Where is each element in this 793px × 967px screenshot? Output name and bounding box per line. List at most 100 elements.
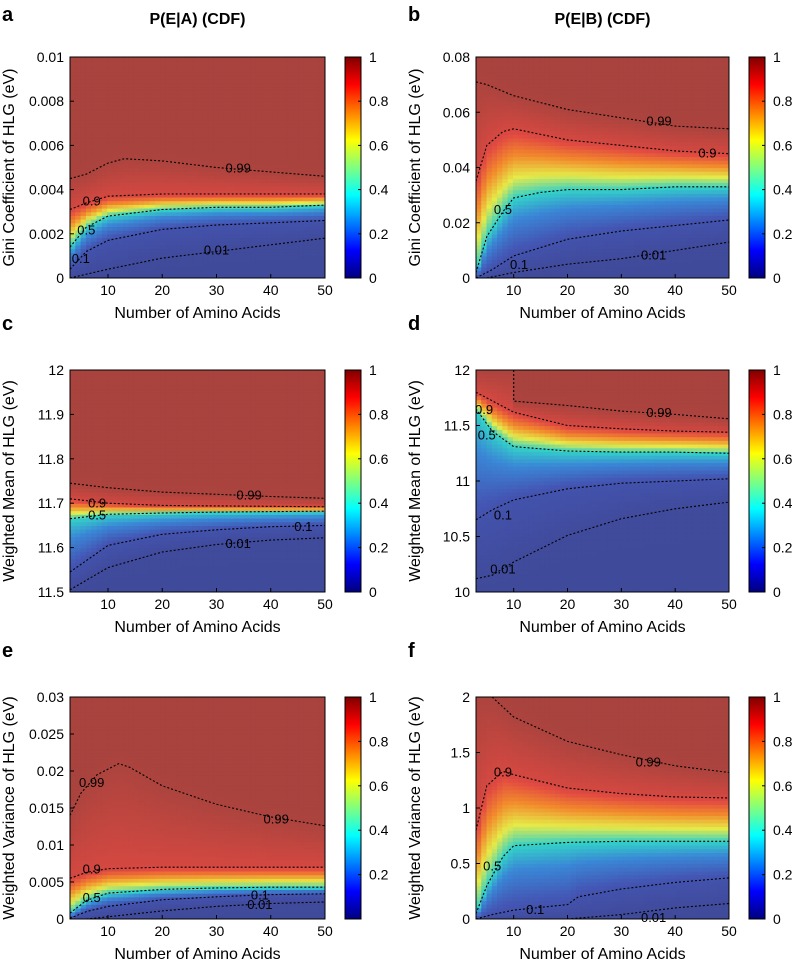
contour-label-0.9: 0.9: [83, 862, 101, 877]
colorbar-tick-label: 0.4: [369, 822, 389, 838]
contour-line-0.9: [476, 128, 729, 182]
colorbar-tick-label: 1: [773, 362, 781, 378]
colorbar-tick-label: 0.2: [369, 540, 389, 556]
y-tick-label: 0.06: [443, 104, 470, 120]
contour-label-0.99: 0.99: [636, 754, 661, 769]
x-tick-label: 50: [317, 282, 333, 298]
x-axis-label: Number of Amino Acids: [519, 946, 685, 963]
contour-line-0.99: [491, 697, 729, 774]
x-axis-label: Number of Amino Acids: [519, 305, 685, 322]
heatmap-field: [70, 370, 325, 592]
contour-label-0.1: 0.1: [251, 888, 269, 903]
colorbar-tick-label: 0.2: [369, 867, 389, 883]
contour-label-0.01: 0.01: [641, 248, 666, 263]
contour-label-0.01: 0.01: [490, 562, 515, 577]
contour-label-0.99: 0.99: [236, 487, 261, 502]
contour-line-0.1: [70, 893, 325, 919]
contour-line-0.9: [70, 193, 325, 211]
y-tick-label: 0: [56, 911, 64, 927]
x-tick-label: 30: [614, 923, 630, 939]
y-tick-label: 11.7: [38, 495, 64, 511]
colorbar: [344, 56, 362, 279]
contour-line-0.1: [476, 219, 729, 278]
x-axis-label: Number of Amino Acids: [519, 619, 685, 636]
y-axis-label: Weighted Mean of HLG (eV): [1, 380, 18, 582]
contour-line-0.5: [70, 204, 325, 248]
colorbar-tick-label: 1: [773, 49, 781, 65]
heatmap-field: [476, 370, 729, 592]
y-tick-label: 1: [462, 800, 470, 816]
y-tick-label: 0.002: [29, 226, 64, 242]
y-tick-label: 0.008: [29, 93, 64, 109]
contour-line-0.9: [476, 391, 729, 433]
x-tick-label: 30: [209, 923, 225, 939]
contour-line-0.99: [513, 370, 729, 420]
contour-label-0.99: 0.99: [646, 405, 671, 420]
chart-title: P(E|A) (CDF): [149, 11, 245, 28]
contour-line-0.5: [476, 408, 729, 454]
x-tick-label: 20: [154, 596, 170, 612]
colorbar-tick-label: 0.4: [369, 495, 389, 511]
colorbar-tick-label: 0.4: [369, 182, 389, 198]
contour-line-0.01: [486, 241, 729, 278]
contour-label-0.99: 0.99: [646, 114, 671, 129]
y-tick-label: 10: [454, 584, 470, 600]
contour-label-0.1: 0.1: [72, 251, 90, 266]
x-tick-label: 10: [506, 923, 522, 939]
y-tick-label: 11.9: [38, 406, 64, 422]
panel-letter: a: [2, 4, 14, 26]
y-tick-label: 11.8: [38, 451, 64, 467]
contour-label-0.9: 0.9: [83, 194, 101, 209]
colorbar: [748, 56, 766, 279]
contour-line-0.5: [70, 886, 325, 914]
colorbar-tick-label: 0.2: [369, 226, 389, 242]
x-tick-label: 40: [667, 923, 683, 939]
contour-label-0.9: 0.9: [88, 495, 106, 510]
x-axis-label: Number of Amino Acids: [114, 946, 280, 963]
contour-label-0.01: 0.01: [641, 910, 666, 925]
contour-label-0.99: 0.99: [226, 161, 251, 176]
x-tick-label: 50: [317, 923, 333, 939]
x-tick-label: 20: [560, 923, 576, 939]
y-tick-label: 1.5: [451, 745, 471, 761]
contour-line-0.1: [476, 478, 729, 521]
y-tick-label: 10.5: [443, 529, 470, 545]
x-tick-label: 10: [100, 923, 116, 939]
contour-label-0.01: 0.01: [226, 536, 251, 551]
colorbar-tick-label: 0.2: [773, 540, 793, 556]
contour-label-0.5: 0.5: [88, 508, 106, 523]
heatmap-field: [476, 57, 729, 278]
colorbar: [344, 369, 362, 593]
colorbar: [748, 696, 766, 920]
colorbar-tick-label: 1: [369, 49, 377, 65]
contour-line-0.1: [476, 877, 729, 919]
colorbar-tick-label: 0.6: [369, 137, 389, 153]
contour-line-0.1: [70, 524, 325, 573]
x-tick-label: 30: [209, 596, 225, 612]
contour-label-0.1: 0.1: [494, 507, 512, 522]
contour-label-0.1: 0.1: [526, 902, 544, 917]
y-tick-label: 0: [56, 270, 64, 286]
colorbar-tick-label: 0: [773, 270, 781, 286]
contour-line-0.1: [70, 219, 325, 270]
contour-label-0.5: 0.5: [83, 890, 101, 905]
y-tick-label: 0.005: [29, 874, 64, 890]
colorbar-tick-label: 0.6: [773, 451, 793, 467]
x-tick-label: 50: [721, 282, 737, 298]
y-tick-label: 0.006: [29, 137, 64, 153]
colorbar-tick-label: 0.6: [773, 778, 793, 794]
x-axis-label: Number of Amino Acids: [114, 305, 280, 322]
y-tick-label: 0.5: [451, 856, 471, 872]
colorbar: [344, 696, 362, 920]
contour-line-0.01: [476, 501, 729, 580]
chart-title: P(E|B) (CDF): [554, 11, 650, 28]
x-tick-label: 50: [721, 923, 737, 939]
colorbar-tick-label: 0.2: [773, 226, 793, 242]
x-tick-label: 20: [560, 282, 576, 298]
colorbar-tick-label: 0.8: [773, 733, 793, 749]
y-tick-label: 0: [462, 270, 470, 286]
x-tick-label: 50: [721, 596, 737, 612]
